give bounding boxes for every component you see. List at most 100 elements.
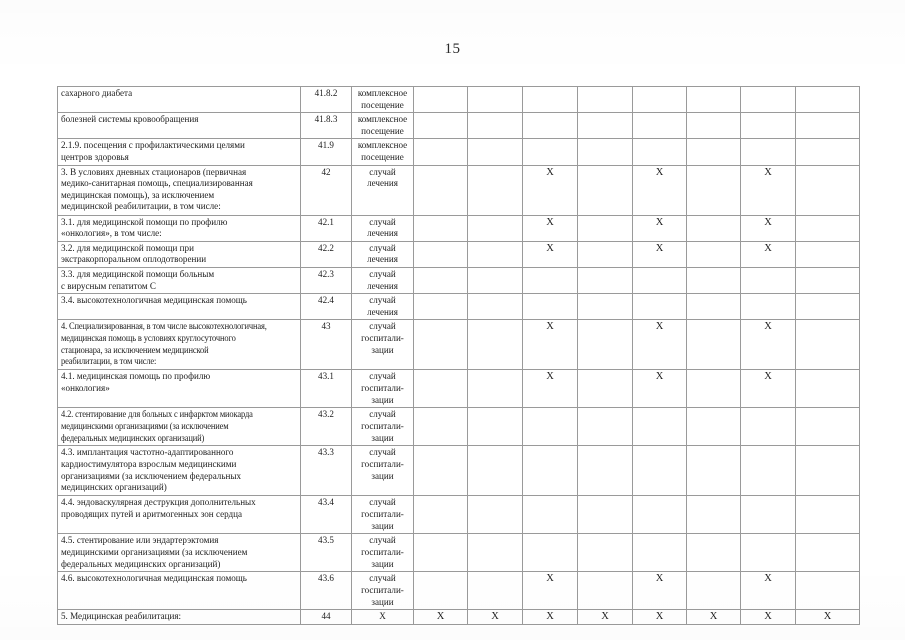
row-data-cell-3 [522, 266, 578, 295]
row-unit: случай лечения [351, 214, 414, 242]
row-data-cell-8 [795, 266, 860, 295]
x-mark: X [709, 611, 718, 623]
row-data-cell-7 [740, 495, 796, 535]
row-unit: случай госпитали- зации [351, 369, 414, 409]
row-data-cell-1 [413, 571, 468, 611]
table-row: 5. Медицинская реабилитация: 44 X X X X X X X X X [57, 609, 860, 626]
code-text: 43.5 [318, 535, 334, 546]
row-service-name: 4. Специализированная, в том числе высок… [57, 319, 301, 371]
service-name-text: 5. Медицинская реабилитация: [61, 611, 182, 622]
row-data-cell-7: X [740, 369, 796, 409]
row-data-cell-2 [467, 495, 523, 535]
x-mark: X [546, 611, 554, 623]
row-data-cell-8 [795, 214, 860, 242]
row-data-cell-3 [522, 445, 578, 497]
row-data-cell-2 [467, 369, 523, 409]
row-data-cell-6 [686, 164, 741, 216]
row-data-cell-2 [467, 112, 523, 140]
code-text: 43.2 [318, 409, 334, 420]
row-code: 43.5 [300, 533, 352, 573]
row-data-cell-1 [413, 533, 468, 573]
row-data-cell-4 [577, 240, 633, 268]
unit-text: случай лечения [367, 295, 398, 317]
row-data-cell-2 [467, 214, 523, 242]
x-mark: X [655, 216, 664, 228]
row-service-name: 3.1. для медицинской помощи по профилю «… [57, 214, 301, 242]
x-mark: X [655, 573, 664, 585]
service-name-text: сахарного диабета [61, 88, 133, 98]
unit-text: комплексное посещение [357, 140, 408, 162]
row-data-cell-8: X [795, 609, 860, 626]
row-data-cell-5 [632, 495, 687, 535]
row-data-cell-7: X [740, 240, 796, 268]
row-data-cell-8 [795, 445, 860, 497]
x-mark: X [764, 573, 772, 585]
service-name-text: 3.4. высокотехнологичная медицинская пом… [61, 295, 247, 306]
row-code: 43 [300, 319, 352, 371]
unit-text: случай лечения [367, 242, 398, 265]
code-text: 41.8.2 [314, 88, 338, 98]
table-row: 4.1. медицинская помощь по профилю «онко… [57, 369, 860, 409]
code-text: 42.1 [318, 216, 334, 227]
row-data-cell-2 [467, 85, 523, 114]
code-text: 43.6 [318, 573, 334, 584]
row-service-name: сахарного диабета [57, 85, 301, 114]
row-data-cell-8 [795, 495, 860, 535]
code-text: 42.4 [318, 295, 334, 306]
x-mark: X [491, 611, 499, 623]
unit-text: случай лечения [367, 166, 398, 189]
row-data-cell-6 [686, 369, 741, 409]
row-data-cell-5: X [632, 164, 687, 216]
row-data-cell-5 [632, 112, 687, 140]
row-data-cell-8 [795, 138, 860, 166]
x-mark: X [764, 611, 772, 623]
service-name-text: 4.2. стентирование для больных с инфаркт… [61, 409, 253, 443]
row-data-cell-1 [413, 112, 468, 140]
row-code: 44 [300, 609, 352, 626]
row-data-cell-1 [413, 407, 468, 447]
x-mark: X [764, 371, 772, 383]
row-data-cell-2 [467, 319, 523, 371]
row-data-cell-5: X [632, 571, 687, 611]
x-mark: X [655, 242, 664, 254]
row-unit: случай госпитали- зации [351, 407, 414, 447]
x-mark: X [546, 242, 554, 254]
row-data-cell-5: X [632, 240, 687, 268]
row-data-cell-4 [577, 369, 633, 409]
row-data-cell-1 [413, 85, 468, 114]
service-name-text: 3.2. для медицинской помощи при экстрако… [61, 242, 207, 265]
table-row: 3. В условиях дневных стационаров (перви… [57, 164, 860, 216]
row-code: 42.4 [300, 293, 352, 321]
row-data-cell-6 [686, 293, 741, 321]
row-data-cell-5: X [632, 609, 687, 626]
row-data-cell-3 [522, 533, 578, 573]
row-code: 43.1 [300, 369, 352, 409]
row-data-cell-6 [686, 533, 741, 573]
row-code: 42.1 [300, 214, 352, 242]
row-unit: случай госпитали- зации [351, 533, 414, 573]
row-data-cell-4 [577, 164, 633, 216]
x-mark: X [823, 611, 832, 623]
row-data-cell-8 [795, 85, 860, 114]
row-data-cell-4 [577, 112, 633, 140]
unit-text: комплексное посещение [357, 114, 408, 136]
row-data-cell-4 [577, 445, 633, 497]
row-service-name: 4.2. стентирование для больных с инфаркт… [57, 407, 301, 447]
x-mark: X [764, 321, 772, 333]
row-data-cell-5 [632, 533, 687, 573]
unit-text: X [379, 611, 386, 622]
row-data-cell-7 [740, 293, 796, 321]
row-data-cell-2 [467, 445, 523, 497]
row-data-cell-1 [413, 240, 468, 268]
row-data-cell-6 [686, 240, 741, 268]
row-code: 43.4 [300, 495, 352, 535]
row-data-cell-6 [686, 138, 741, 166]
service-name-text: 4.1. медицинская помощь по профилю «онко… [61, 371, 211, 393]
service-name-text: 2.1.9. посещения с профилактическими цел… [61, 140, 245, 162]
row-code: 42.3 [300, 266, 352, 295]
x-mark: X [546, 573, 554, 585]
unit-text: случай госпитали- зации [361, 535, 404, 569]
code-text: 44 [321, 611, 331, 622]
x-mark: X [764, 216, 772, 228]
row-data-cell-5: X [632, 369, 687, 409]
